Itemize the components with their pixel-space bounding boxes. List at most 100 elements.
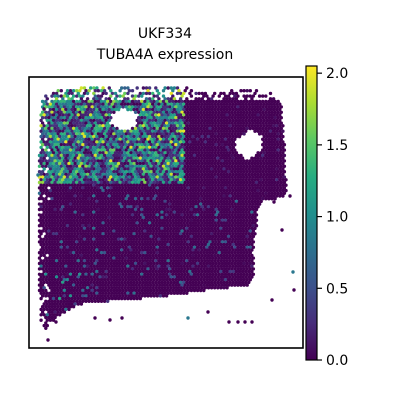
expression-spot [152,159,156,163]
expression-spot [110,156,115,160]
expression-spot [141,156,146,160]
expression-spot [245,110,249,115]
expression-spot [50,126,54,131]
expression-spot [237,118,242,123]
expression-spot [81,126,85,131]
chart-title-line-2: TUBA4A expression [96,47,233,63]
expression-spot [228,151,232,155]
expression-spot [202,94,206,98]
expression-spot [223,105,228,109]
expression-spot [120,102,124,106]
expression-spot [267,197,271,201]
expression-spot [199,164,203,168]
expression-spot [261,126,265,131]
expression-spot [130,132,135,136]
expression-spot [126,107,130,112]
expression-spot [126,97,130,101]
expression-spot [140,159,144,163]
expression-spot [158,116,163,120]
expression-spot [188,151,192,155]
expression-spot [209,107,214,112]
expression-spot [275,113,279,117]
expression-spot [81,110,85,115]
expression-spot [217,110,221,115]
expression-spot [92,145,96,150]
expression-spot [216,140,220,144]
expression-spot [107,156,112,160]
expression-spot [44,153,48,158]
expression-spot [106,105,110,109]
expression-spot [166,167,170,171]
expression-spot [39,124,43,128]
expression-spot [37,267,42,271]
expression-spot [90,164,94,168]
expression-spot [256,102,260,106]
expression-spot [233,121,237,125]
expression-spot [101,113,105,117]
expression-spot [185,145,189,150]
expression-spot [175,161,180,166]
expression-spot [121,137,125,141]
expression-spot [239,159,243,163]
expression-spot [271,145,276,150]
expression-spot [197,124,201,128]
expression-spot [71,164,76,168]
expression-spot [65,121,70,125]
expression-spot [82,167,87,171]
expression-spot [56,132,60,136]
expression-spot [191,129,195,133]
expression-spot [171,105,175,109]
expression-spot [158,126,163,131]
expression-spot [271,124,276,128]
expression-spot [51,140,56,144]
expression-spot [67,134,71,139]
expression-spot [90,126,94,131]
expression-spot [254,126,259,131]
expression-spot [133,99,138,104]
expression-spot [75,110,79,115]
expression-spot [64,151,68,155]
expression-spot [279,164,283,168]
expression-spot [192,126,197,131]
expression-spot [214,110,218,115]
expression-spot [174,159,178,163]
expression-spot [217,153,221,158]
expression-spot [276,110,280,115]
expression-spot [211,143,215,147]
expression-spot [209,156,214,160]
expression-spot [206,107,211,112]
expression-spot [231,145,235,150]
expression-spot [220,105,225,109]
expression-spot [61,151,65,155]
expression-spot [151,118,155,123]
expression-spot [233,116,237,120]
expression-spot [107,151,112,155]
expression-spot [151,145,155,150]
expression-spot [70,134,74,139]
expression-spot [110,91,115,96]
expression-spot [220,121,225,125]
expression-spot [271,140,276,144]
expression-spot [109,132,113,136]
expression-spot [273,164,277,168]
expression-spot [135,151,139,155]
expression-spot [183,99,187,104]
expression-spot [109,153,113,158]
expression-spot [58,140,62,144]
expression-spot [259,129,263,133]
expression-spot [171,164,175,168]
expression-spot [54,156,59,160]
expression-spot [216,102,220,106]
expression-spot [270,164,274,168]
expression-spot [222,129,226,133]
expression-spot [84,89,88,93]
expression-spot [44,148,48,152]
expression-spot [58,129,62,133]
expression-spot [186,153,190,158]
expression-spot [62,159,67,163]
expression-spot [81,94,85,98]
expression-spots [36,86,296,342]
expression-spot [138,167,142,171]
expression-spot [191,124,195,128]
expression-spot [236,159,240,163]
